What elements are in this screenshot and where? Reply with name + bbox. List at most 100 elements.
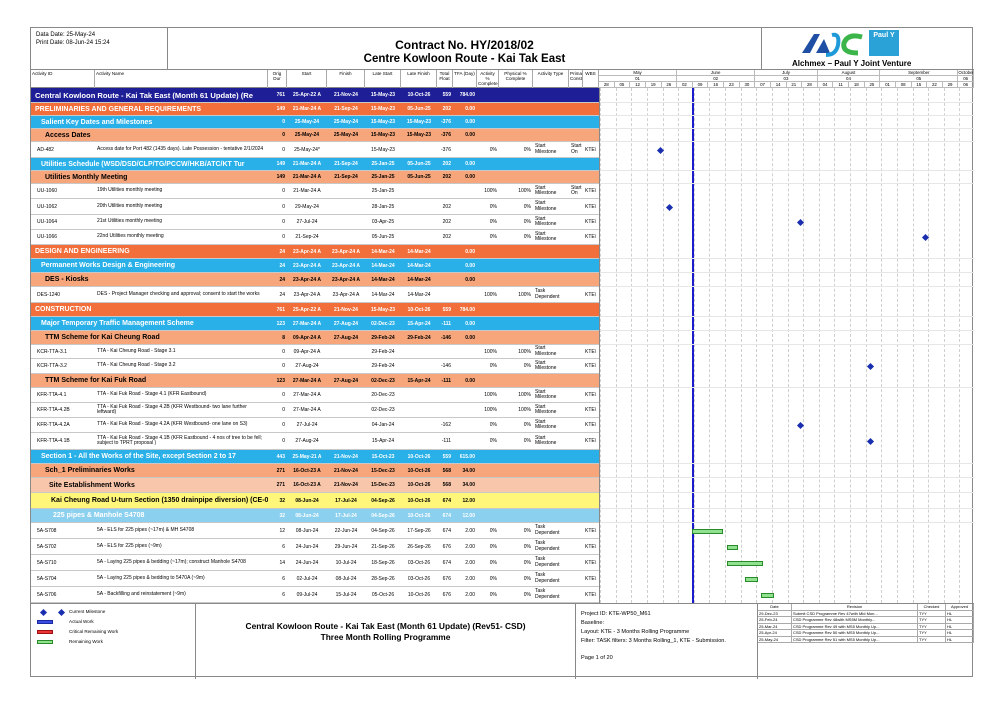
wbs-group-row[interactable]: PRELIMINARIES AND GENERAL REQUIREMENTS 14… <box>31 103 599 116</box>
cell-dur: 0 <box>282 407 285 413</box>
activity-row[interactable]: AD-482 Access date for Port 482 (1435 day… <box>31 142 599 158</box>
column-header-pcon[interactable]: Primary Constr <box>569 70 583 88</box>
wbs-group-row[interactable]: DESIGN AND ENGINEERING 24 23-Apr-24 A 23-Ap… <box>31 245 599 259</box>
milestone-diamond[interactable] <box>665 203 673 211</box>
column-header-tfa[interactable]: TFA (Day) <box>453 70 477 88</box>
cell-dur: 761 <box>276 92 285 98</box>
cell-id: AD-482 <box>37 146 54 153</box>
activity-row[interactable]: KFR-TTA-4.2A TTA - Kai Fuk Road - Stage 4… <box>31 418 599 433</box>
timeline-row-divider <box>600 317 974 331</box>
remaining-work-bar[interactable] <box>760 592 775 598</box>
cell-type: Start Milestone <box>535 200 557 212</box>
column-header-id[interactable]: Activity ID <box>31 70 95 88</box>
activity-row[interactable]: UU-1062 20th Utilities monthly meeting 0 29… <box>31 199 599 215</box>
cell-id: 5A-S706 <box>37 591 57 598</box>
wbs-group-row[interactable]: Access Dates 0 25-May-24 25-May-24 15-May-23… <box>31 129 599 142</box>
activity-row[interactable]: 5A-S710 5A - Laying 225 pipes & bedding (… <box>31 555 599 571</box>
column-header-wbs[interactable]: WBS <box>583 70 599 88</box>
wbs-group-row[interactable]: Permanent Works Design & Engineering 24 23… <box>31 259 599 273</box>
wbs-group-row[interactable]: DES - Kiosks 24 23-Apr-24 A 23-Apr-24 A 14-M… <box>31 273 599 287</box>
revision-cell: CSD Programme Rev 51 with MS5 Monthly Up… <box>792 636 918 643</box>
remaining-work-bar[interactable] <box>691 528 723 534</box>
column-header-name[interactable]: Activity Name <box>95 70 268 88</box>
legend: Current Milestone Actual Work Critical Rem… <box>31 604 196 679</box>
cell-finish: 08-Jul-24 <box>335 575 357 582</box>
wbs-group-row[interactable]: Major Temporary Traffic Management Schem… <box>31 317 599 331</box>
column-header-pc[interactable]: Activity % Complete <box>478 70 499 88</box>
activity-row[interactable]: DES-1240 DES - Project Manager checking a… <box>31 287 599 303</box>
wbs-group-row[interactable]: TTM Scheme for Kai Cheung Road 8 09-Apr-24… <box>31 331 599 345</box>
activity-row[interactable]: UU-1064 21st Utilities monthly meeting 0 27… <box>31 215 599 230</box>
remaining-work-bar[interactable] <box>727 560 763 566</box>
cell-finish: 21-Nov-24 <box>334 92 358 98</box>
cell-finish: 21-Nov-24 <box>334 453 358 460</box>
timeline-week-cell: 14 <box>771 82 787 88</box>
wbs-group-row[interactable]: Kai Cheung Road U-turn Section (1350 dra… <box>31 493 599 509</box>
cell-pc: 0% <box>489 422 497 428</box>
column-header-tf[interactable]: Total Float <box>437 70 453 88</box>
wbs-group-row[interactable]: Section 1 - All the Works of the Site, e… <box>31 450 599 464</box>
cell-ls: 15-May-23 <box>370 92 396 98</box>
cell-finish: 21-Sep-24 <box>334 174 358 180</box>
milestone-diamond[interactable] <box>866 437 874 446</box>
wbs-group-row[interactable]: Utilities Monthly Meeting 149 21-Mar-24 A 2… <box>31 171 599 184</box>
activity-row[interactable]: KCR-TTA-3.2 TTA - Kai Cheung Road - Stage… <box>31 359 599 374</box>
wbs-group-row[interactable]: TTM Scheme for Kai Fuk Road 123 27-Mar-24 … <box>31 374 599 388</box>
wbs-group-row[interactable]: Salient Key Dates and Milestones 0 25-May-… <box>31 116 599 129</box>
report-dates: Data Date: 25-May-24 Print Date: 08-Jun-… <box>31 28 168 70</box>
wbs-name: Utilities Schedule (WSD/DSD/CLP/TG/PCCW/… <box>41 160 245 168</box>
cell-wbs: KTE\ <box>585 392 597 398</box>
cell-ls: 14-Mar-24 <box>371 276 395 283</box>
revision-cell: CSD Programme Rev 50 with MS5 Monthly Up… <box>792 630 918 637</box>
column-header-finish[interactable]: Finish <box>327 70 365 88</box>
remaining-work-bar[interactable] <box>745 576 759 582</box>
cell-ls: 15-Dec-23 <box>371 482 395 488</box>
column-header-type[interactable]: Activity Type <box>533 70 569 88</box>
revision-cell: 29-Dec-23 <box>758 610 792 617</box>
cell-tf: -111 <box>441 438 451 444</box>
timeline-row-divider <box>600 245 974 259</box>
revision-cell: HL <box>946 610 974 617</box>
cell-start: 27-Mar-24 A <box>292 320 322 327</box>
data-date-line <box>692 88 694 603</box>
cell-ph: 0% <box>523 203 531 210</box>
cell-ph: 0% <box>523 219 531 225</box>
timeline-gridline <box>631 88 633 603</box>
activity-row[interactable]: UU-1060 19th Utilities monthly meeting 0 21… <box>31 184 599 199</box>
activity-row[interactable]: KCR-TTA-3.1 TTA - Kai Cheung Road - Stage… <box>31 345 599 359</box>
cell-type: Start Milestone <box>535 403 557 415</box>
cell-dur: 0 <box>282 219 285 225</box>
wbs-group-row[interactable]: Sch_1 Preliminaries Works 271 16-Oct-23 A 2… <box>31 464 599 478</box>
column-header-start[interactable]: Start <box>287 70 327 88</box>
milestone-diamond[interactable] <box>866 362 874 371</box>
wbs-group-row[interactable]: Utilities Schedule (WSD/DSD/CLP/TG/PCCW/… <box>31 158 599 171</box>
activity-row[interactable]: KFR-TTA-4.1 TTA - Kai Fuk Road - Stage 4.… <box>31 388 599 403</box>
activity-row[interactable]: 5A-S702 5A - ELS for 225 pipes (~9m) 6 24-J… <box>31 539 599 555</box>
revision-cell: TYY <box>918 636 946 643</box>
cell-tf: -111 <box>441 320 451 327</box>
activity-row[interactable]: 5A-S706 5A - Backfilling and reinstatemen… <box>31 587 599 603</box>
activity-row[interactable]: KFR-TTA-4.2B TTA - Kai Fuk Road - Stage 4… <box>31 403 599 418</box>
cell-pc: 0% <box>489 203 497 210</box>
cell-ls: 14-Mar-24 <box>371 248 395 255</box>
wbs-group-row[interactable]: CONSTRUCTION 761 25-Apr-22 A 21-Nov-24 15-Ma… <box>31 303 599 317</box>
cell-type: Start Milestone <box>535 359 557 371</box>
wbs-group-row[interactable]: Site Establishment Works 271 16-Oct-23 A 21… <box>31 478 599 493</box>
cell-id: UU-1066 <box>37 234 58 240</box>
cell-tf: 674 <box>442 497 451 504</box>
activity-row[interactable]: 5A-S704 5A - Laying 225 pipes & bedding t… <box>31 571 599 587</box>
wbs-group-row[interactable]: 225 pipes & Manhole S4708 32 08-Jun-24 17-J… <box>31 509 599 523</box>
wbs-name: Kai Cheung Road U-turn Section (1350 dra… <box>51 497 268 504</box>
column-header-ls[interactable]: Late Start <box>365 70 401 88</box>
cell-lf: 15-Apr-24 <box>407 320 431 327</box>
column-header-dur[interactable]: Orig Dur <box>268 70 287 88</box>
column-header-lf[interactable]: Late Finish <box>401 70 437 88</box>
activity-row[interactable]: 5A-S708 5A - ELS for 225 pipes (~17m) & M… <box>31 523 599 539</box>
cell-wbs: KTE\ <box>585 363 597 369</box>
activity-row[interactable]: KFR-TTA-4.1B TTA - Kai Fuk Road - Stage 4… <box>31 433 599 450</box>
remaining-work-bar[interactable] <box>727 544 739 550</box>
column-header-ph[interactable]: Physical % Complete <box>499 70 533 88</box>
timeline-gridline <box>771 88 773 603</box>
wbs-group-row[interactable]: Central Kowloon Route - Kai Tak East (Mo… <box>31 88 599 103</box>
activity-row[interactable]: UU-1066 22nd Utilities monthly meeting 0 21… <box>31 230 599 245</box>
